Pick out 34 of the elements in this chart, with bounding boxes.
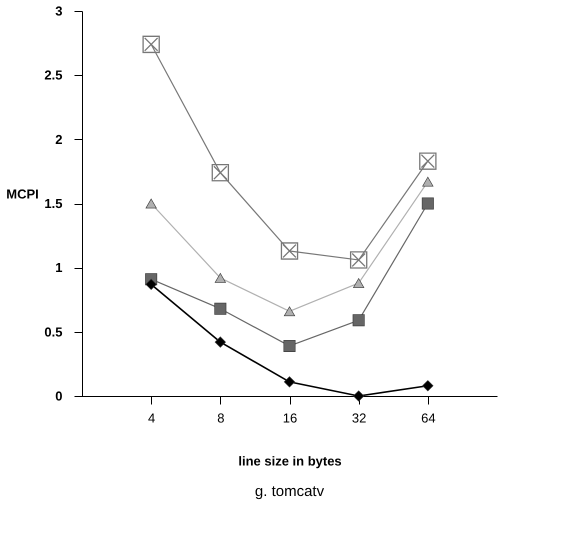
y-tick-label: 2 [55, 132, 62, 147]
point [352, 314, 365, 326]
point [212, 164, 230, 182]
point [284, 340, 296, 352]
point [146, 278, 157, 290]
point [350, 251, 368, 269]
point [353, 278, 364, 288]
point [284, 376, 296, 388]
y-tick-label: 0.5 [44, 324, 62, 340]
x-axis-title: line size in bytes [238, 454, 342, 468]
point [146, 198, 157, 208]
text: g. tomcatv [254, 483, 325, 500]
point [214, 336, 226, 348]
point [419, 152, 437, 170]
x-tick-label: 64 [421, 410, 436, 426]
point [142, 36, 160, 54]
y-tick-label: 1 [55, 260, 62, 276]
x-tick-label: 8 [217, 410, 224, 426]
point [280, 242, 298, 260]
x-tick-label: 4 [148, 410, 156, 426]
y-tick-label: 0 [55, 388, 62, 404]
point [284, 306, 296, 316]
point [422, 176, 434, 187]
point [214, 302, 226, 315]
x-tick-label: 16 [282, 410, 298, 426]
y-tick-label: 1.5 [44, 196, 62, 211]
y-axis-title: MCPI [6, 186, 39, 202]
x-tick-label: 32 [352, 410, 366, 426]
y-tick-label: 3 [55, 4, 62, 18]
point [422, 198, 434, 210]
point [422, 380, 434, 392]
point [214, 273, 226, 283]
point [353, 390, 364, 402]
y-tick-label: 2.5 [44, 68, 62, 83]
